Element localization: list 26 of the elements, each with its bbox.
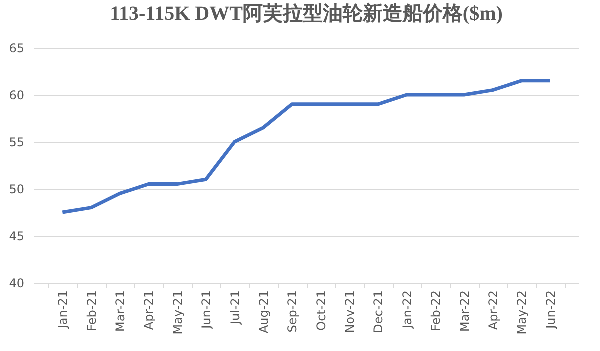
x-tick-label: Jan-21 [56, 290, 70, 330]
y-tick-label: 50 [9, 182, 24, 196]
x-tick-label: Feb-21 [84, 290, 99, 332]
y-tick-label: 40 [9, 276, 24, 290]
y-tick-label: 60 [9, 88, 24, 102]
x-tick-label: Sep-21 [286, 290, 300, 333]
x-tick-label: Apr-21 [142, 290, 156, 330]
x-tick-label: May-22 [515, 290, 530, 335]
x-tick-label: Jul-21 [228, 290, 242, 326]
x-tick-label: Oct-21 [314, 290, 328, 331]
y-tick-label: 45 [9, 230, 24, 244]
x-tick-label: Jan-22 [400, 290, 414, 330]
x-tick-label: Nov-21 [343, 290, 358, 334]
x-tick-label: Dec-21 [372, 290, 386, 334]
x-tick-label: Apr-22 [486, 290, 500, 330]
x-tick-label: Jun-21 [200, 290, 214, 330]
x-tick-label: Feb-22 [429, 290, 444, 332]
x-tick-label: Jun-22 [544, 290, 558, 330]
y-tick-label: 55 [9, 136, 24, 150]
x-tick-label: Aug-21 [256, 290, 271, 334]
y-tick-label: 65 [9, 42, 24, 56]
x-tick-label: May-21 [170, 290, 185, 335]
line-series [60, 79, 552, 214]
x-tick-label: Mar-21 [114, 290, 128, 332]
chart-title: 113-115K DWT阿芙拉型油轮新造船价格($m) [110, 2, 503, 25]
x-tick-label: Mar-22 [458, 290, 472, 332]
